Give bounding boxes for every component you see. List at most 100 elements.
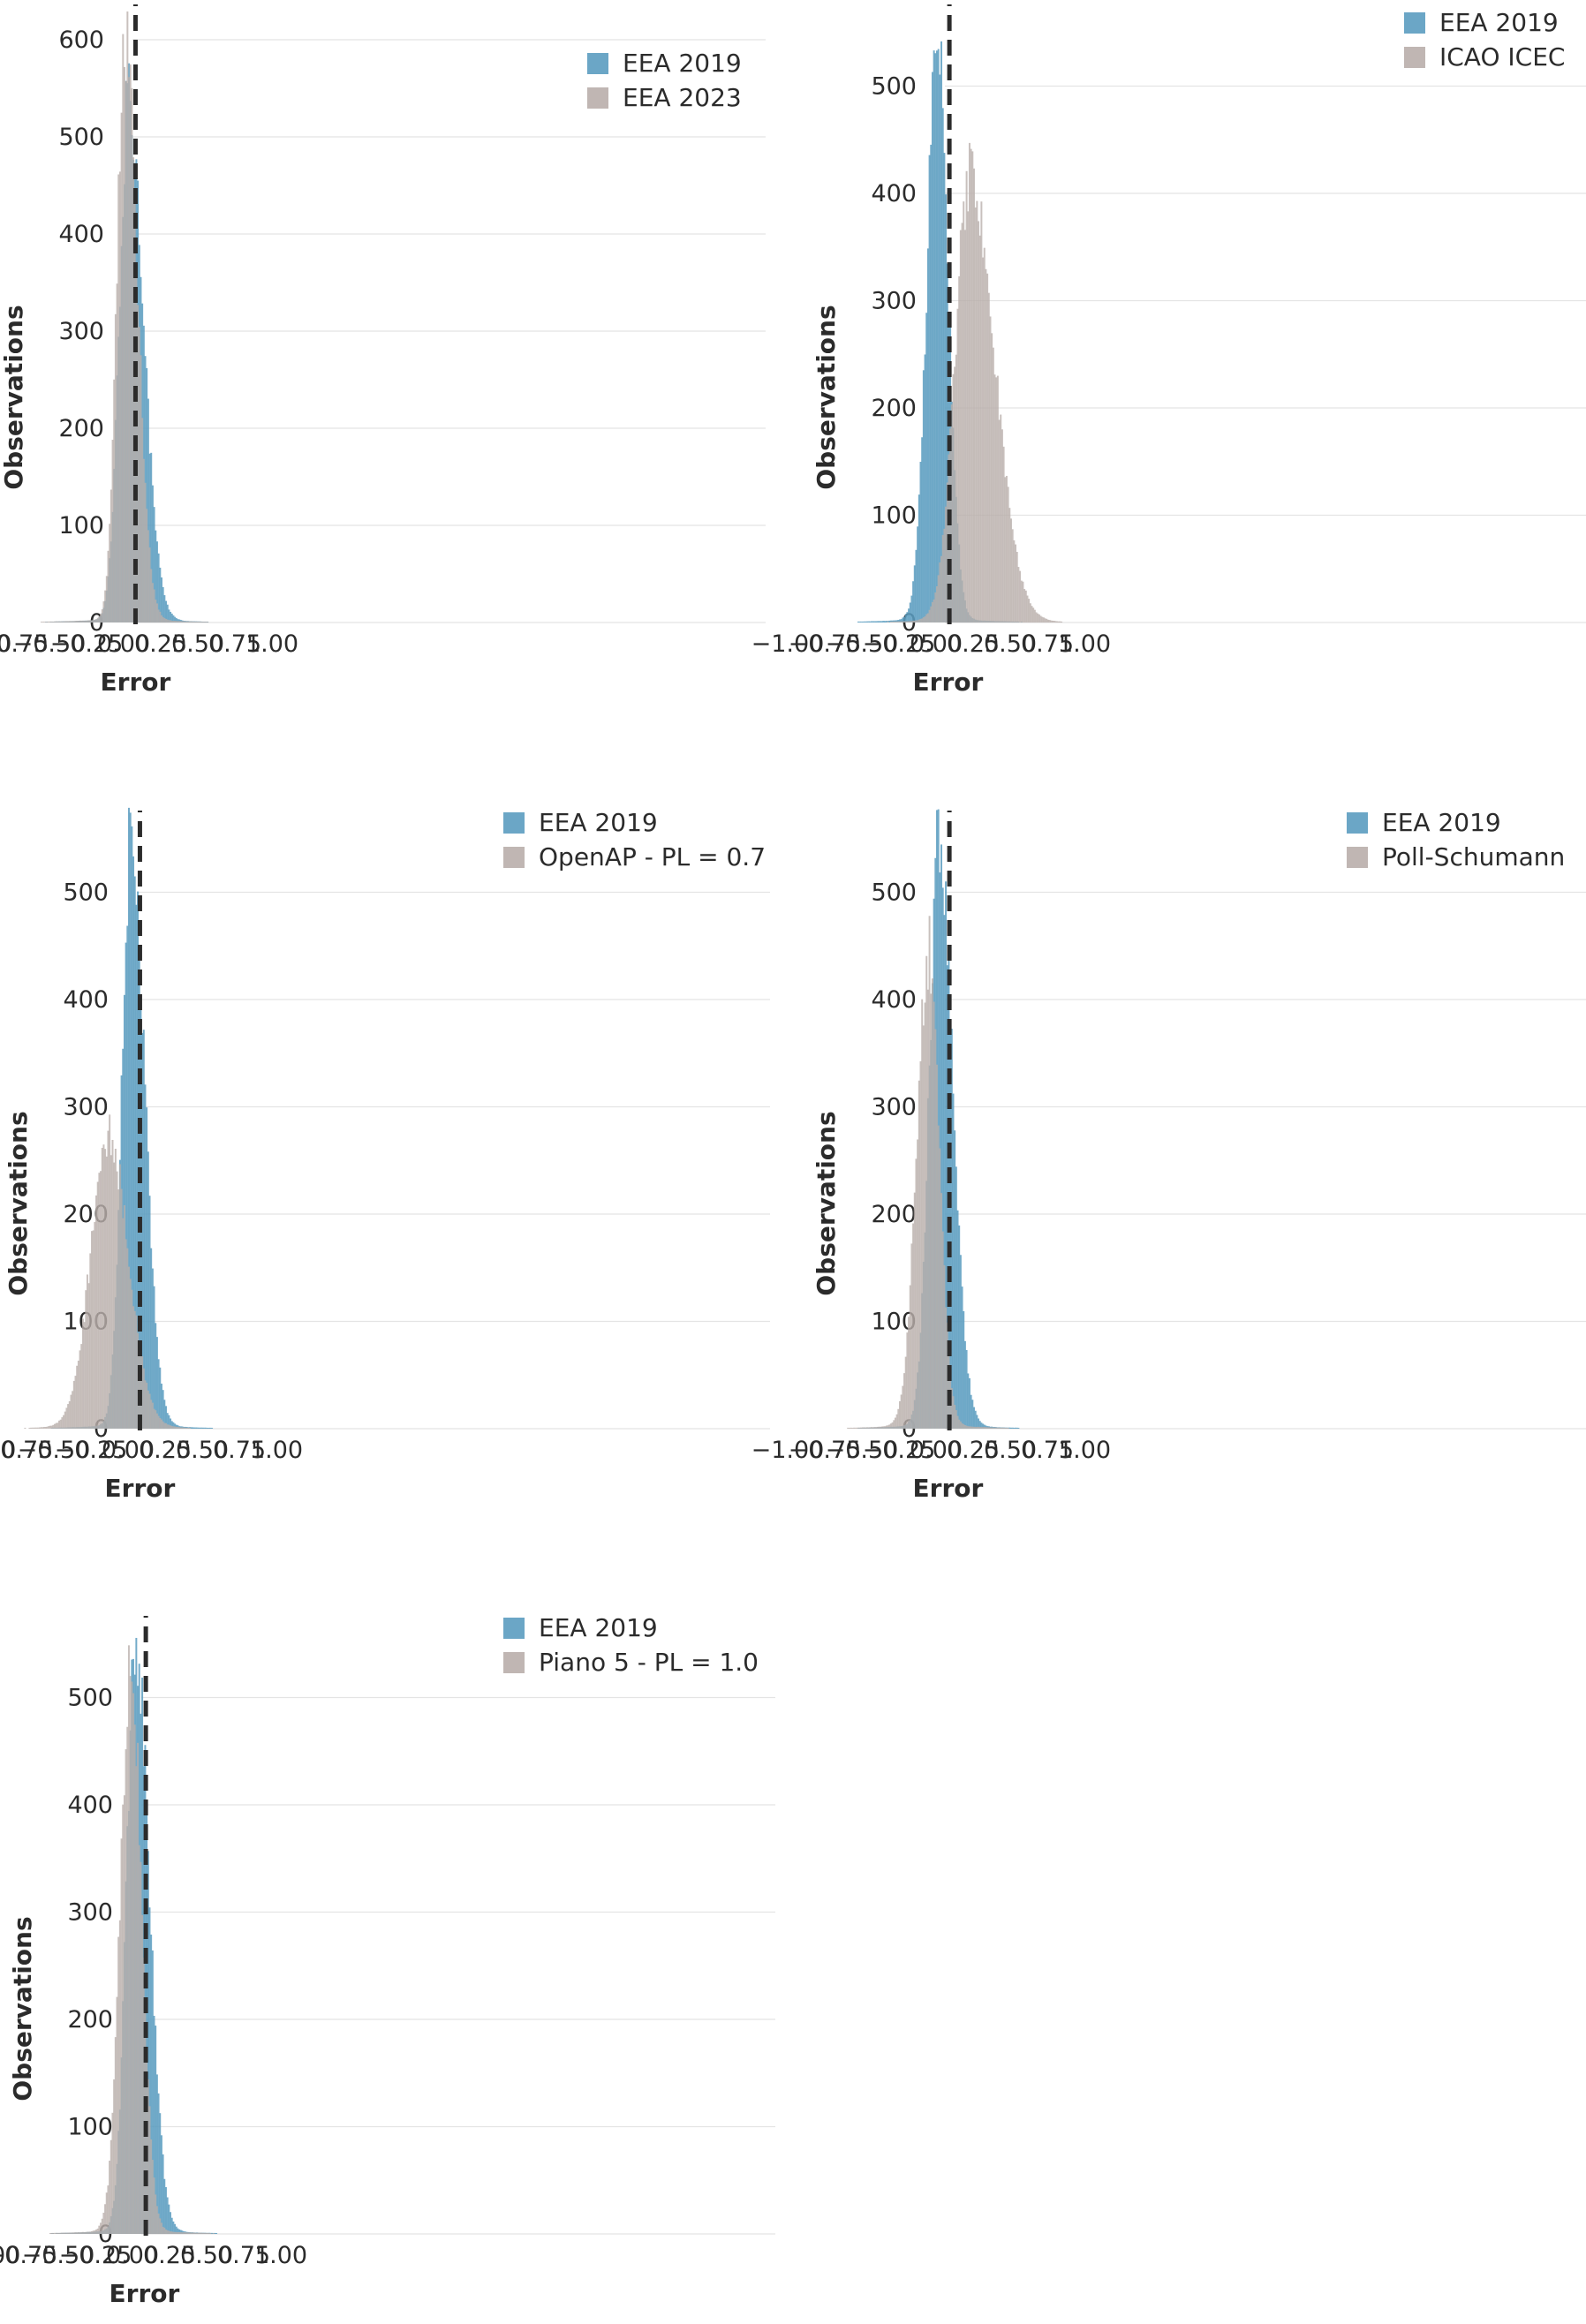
histogram-bar [95,619,98,622]
histogram-bar [174,2231,177,2234]
histogram-bar [172,621,175,622]
x-tick-label: −0.75 [0,2242,57,2269]
histogram-bar [940,41,943,623]
histogram-bar [175,2231,177,2234]
histogram-bar [81,620,84,622]
histogram-bar [141,418,144,622]
histogram-bar [850,1427,852,1429]
histogram-bar [909,1285,911,1429]
histogram-bar [151,1402,154,1429]
histogram-bar [116,1171,118,1429]
histogram-bar [168,2204,170,2234]
histogram-bar [155,1337,158,1429]
histogram-bar [111,2112,114,2234]
histogram-bar [155,2026,157,2234]
legend-swatch [1347,847,1368,868]
histogram-bar [164,2230,167,2234]
histogram-bar [1044,618,1046,622]
histogram-bar [148,1196,151,1429]
histogram-bar [925,614,928,622]
histogram-bar [1024,590,1027,622]
histogram-bar [85,620,87,622]
histogram-bar [1050,620,1053,622]
histogram-bar [926,989,929,1429]
histogram-bar [1005,1428,1008,1429]
histogram-bar [178,621,181,622]
histogram-bar [155,541,158,622]
histogram-bar [968,142,970,622]
histogram-bar [891,1422,894,1429]
histogram-bar [943,153,946,622]
legend: EEA 2019 Poll-Schumann [1347,808,1565,872]
histogram-bar [1002,446,1005,622]
histogram-bar [985,1427,987,1429]
histogram-bar [910,621,913,622]
histogram-bar [1015,1427,1017,1429]
legend: EEA 2019 Piano 5 - PL = 1.0 [503,1613,759,1677]
histogram-bar [162,1421,164,1429]
histogram-bar [993,374,996,622]
histogram-bar [913,620,916,622]
histogram-bar [937,49,940,623]
histogram-bar [49,2232,51,2234]
y-tick-label: 200 [871,395,917,422]
histogram-bar [965,1349,968,1429]
histogram-bar [144,1084,147,1429]
histogram-bar [863,1427,865,1429]
y-tick-label: 200 [67,2006,113,2034]
histogram-bar [148,547,151,622]
histogram-bar [40,1427,42,1429]
histogram-bar [188,1427,191,1429]
histogram-bar [936,586,938,622]
histogram-bar [1022,581,1024,622]
histogram-bar [168,620,170,622]
histogram-bar [55,2232,57,2234]
histogram-bar [192,1427,194,1429]
histogram-bar [80,620,83,622]
histogram-bar [148,1393,151,1429]
y-tick-label: 400 [63,986,109,1014]
histogram-bar [980,1427,983,1429]
histogram-bar [155,600,157,622]
histogram-bar [113,2079,116,2234]
histogram-bar [967,211,970,623]
histogram-bar [144,1745,147,2234]
histogram-bar [72,2232,74,2234]
histogram-bar [963,1424,965,1429]
histogram-bar [185,2232,188,2234]
histogram-bar [876,621,879,622]
histogram-bar [162,586,164,622]
histogram-bar [899,1400,901,1429]
histogram-bar [889,1423,892,1429]
histogram-bar [129,1279,132,1429]
histogram-bar [159,2218,162,2234]
histogram-bar [94,1221,96,1429]
histogram-bar [928,155,931,622]
histogram-bar [912,620,915,622]
x-tick-label: 0.75 [1021,630,1074,658]
histogram-bar [933,50,935,622]
histogram-bar [28,1428,31,1429]
histogram-bar [910,1243,913,1429]
histogram-bar [978,221,980,622]
histogram-bar [910,595,913,622]
histogram-bar [945,881,948,1429]
histogram-bar [105,2192,108,2234]
y-tick-label: 400 [871,986,917,1014]
histogram-bar [107,2185,110,2234]
histogram-bar [79,2232,81,2234]
legend-label: EEA 2019 [539,808,658,837]
histogram-bar [132,1306,135,1429]
histogram-bar [884,1426,887,1429]
histogram-bar [92,2230,94,2234]
histogram-bar [956,1415,959,1429]
histogram-bar [163,2227,166,2234]
histogram-bar [132,856,135,1429]
x-tick-label: 0.50 [984,630,1037,658]
x-tick-label: −0.50 [13,630,87,658]
histogram-bar [161,577,162,622]
x-tick-label: −1.00 [751,630,825,658]
histogram-bar [67,621,70,622]
histogram-bar [142,1368,145,1429]
x-tick-label: 0.50 [984,1437,1037,1464]
